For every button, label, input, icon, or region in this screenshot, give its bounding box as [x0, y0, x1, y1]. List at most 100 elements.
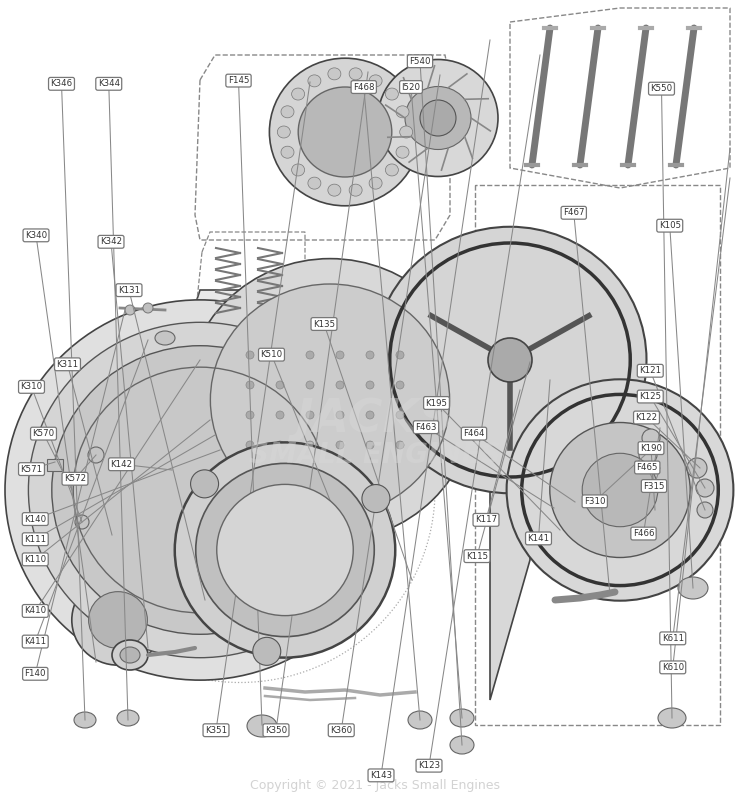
- Circle shape: [276, 381, 284, 389]
- Text: K571: K571: [20, 464, 43, 474]
- Circle shape: [488, 338, 532, 382]
- Circle shape: [306, 381, 314, 389]
- Circle shape: [253, 638, 280, 665]
- Text: F310: F310: [584, 496, 605, 506]
- Ellipse shape: [386, 164, 398, 176]
- Ellipse shape: [450, 709, 474, 727]
- Ellipse shape: [298, 87, 392, 177]
- Circle shape: [246, 411, 254, 419]
- Text: K140: K140: [24, 514, 46, 524]
- Circle shape: [396, 441, 404, 449]
- Circle shape: [75, 515, 89, 529]
- Text: K360: K360: [330, 725, 352, 735]
- Text: F315: F315: [644, 481, 664, 491]
- Text: K340: K340: [25, 231, 47, 240]
- Circle shape: [246, 381, 254, 389]
- Ellipse shape: [328, 68, 340, 80]
- Ellipse shape: [247, 715, 277, 737]
- Circle shape: [276, 441, 284, 449]
- Text: K122: K122: [635, 413, 658, 422]
- Text: K550: K550: [650, 84, 673, 93]
- Text: Copyright © 2021 - Jacks Small Engines: Copyright © 2021 - Jacks Small Engines: [250, 779, 500, 791]
- Ellipse shape: [378, 60, 498, 177]
- Ellipse shape: [396, 146, 409, 158]
- Circle shape: [190, 470, 218, 498]
- Polygon shape: [490, 290, 530, 700]
- Text: K311: K311: [56, 359, 79, 369]
- Text: K143: K143: [370, 771, 392, 780]
- Circle shape: [306, 351, 314, 359]
- Ellipse shape: [281, 146, 294, 158]
- Ellipse shape: [308, 177, 321, 189]
- Text: F145: F145: [228, 76, 249, 85]
- Ellipse shape: [292, 88, 304, 100]
- Ellipse shape: [278, 126, 290, 138]
- Circle shape: [336, 351, 344, 359]
- Ellipse shape: [155, 331, 175, 345]
- Circle shape: [276, 351, 284, 359]
- Circle shape: [366, 441, 374, 449]
- Text: F468: F468: [353, 82, 374, 92]
- Text: I520: I520: [401, 82, 421, 92]
- Ellipse shape: [405, 86, 471, 149]
- Ellipse shape: [396, 106, 409, 118]
- Circle shape: [88, 447, 104, 463]
- Circle shape: [687, 458, 707, 478]
- Ellipse shape: [369, 177, 382, 189]
- Text: K125: K125: [639, 392, 662, 401]
- Text: K350: K350: [265, 725, 287, 735]
- Ellipse shape: [28, 322, 371, 658]
- Text: K510: K510: [260, 350, 283, 359]
- Ellipse shape: [350, 184, 362, 196]
- Ellipse shape: [269, 58, 421, 206]
- Ellipse shape: [386, 88, 398, 100]
- Text: K135: K135: [313, 319, 335, 329]
- Ellipse shape: [88, 592, 148, 648]
- Text: K570: K570: [32, 429, 55, 438]
- Circle shape: [306, 441, 314, 449]
- Ellipse shape: [678, 577, 708, 599]
- Text: K141: K141: [527, 534, 550, 543]
- Text: K142: K142: [110, 459, 133, 469]
- Text: K195: K195: [425, 398, 448, 408]
- Ellipse shape: [74, 712, 96, 728]
- Text: K190: K190: [640, 443, 662, 453]
- Ellipse shape: [450, 736, 474, 754]
- Text: SMALL ENGINES: SMALL ENGINES: [249, 441, 501, 469]
- Circle shape: [696, 479, 714, 497]
- Text: K411: K411: [24, 637, 46, 646]
- Ellipse shape: [408, 711, 432, 729]
- Ellipse shape: [400, 126, 412, 138]
- Text: K346: K346: [50, 79, 73, 89]
- Ellipse shape: [117, 710, 139, 726]
- Circle shape: [276, 411, 284, 419]
- Circle shape: [362, 484, 390, 513]
- Circle shape: [336, 441, 344, 449]
- Circle shape: [697, 502, 713, 518]
- Text: K131: K131: [118, 285, 140, 295]
- Circle shape: [306, 411, 314, 419]
- Text: F463: F463: [416, 422, 436, 432]
- Circle shape: [125, 305, 135, 315]
- Text: F466: F466: [633, 529, 654, 538]
- Ellipse shape: [217, 484, 353, 616]
- Text: K111: K111: [24, 534, 46, 544]
- Text: F540: F540: [410, 56, 430, 66]
- Circle shape: [366, 351, 374, 359]
- Text: K410: K410: [24, 606, 46, 616]
- Text: K121: K121: [639, 366, 662, 376]
- Ellipse shape: [308, 75, 321, 87]
- Circle shape: [336, 381, 344, 389]
- Ellipse shape: [328, 184, 340, 196]
- Text: K610: K610: [662, 663, 684, 672]
- Ellipse shape: [369, 75, 382, 87]
- Ellipse shape: [658, 708, 686, 728]
- Circle shape: [642, 429, 660, 447]
- Circle shape: [420, 100, 456, 136]
- Ellipse shape: [292, 164, 304, 176]
- Ellipse shape: [506, 380, 734, 600]
- Text: K117: K117: [475, 515, 497, 525]
- Circle shape: [246, 441, 254, 449]
- Text: K123: K123: [418, 761, 440, 771]
- Circle shape: [143, 303, 153, 313]
